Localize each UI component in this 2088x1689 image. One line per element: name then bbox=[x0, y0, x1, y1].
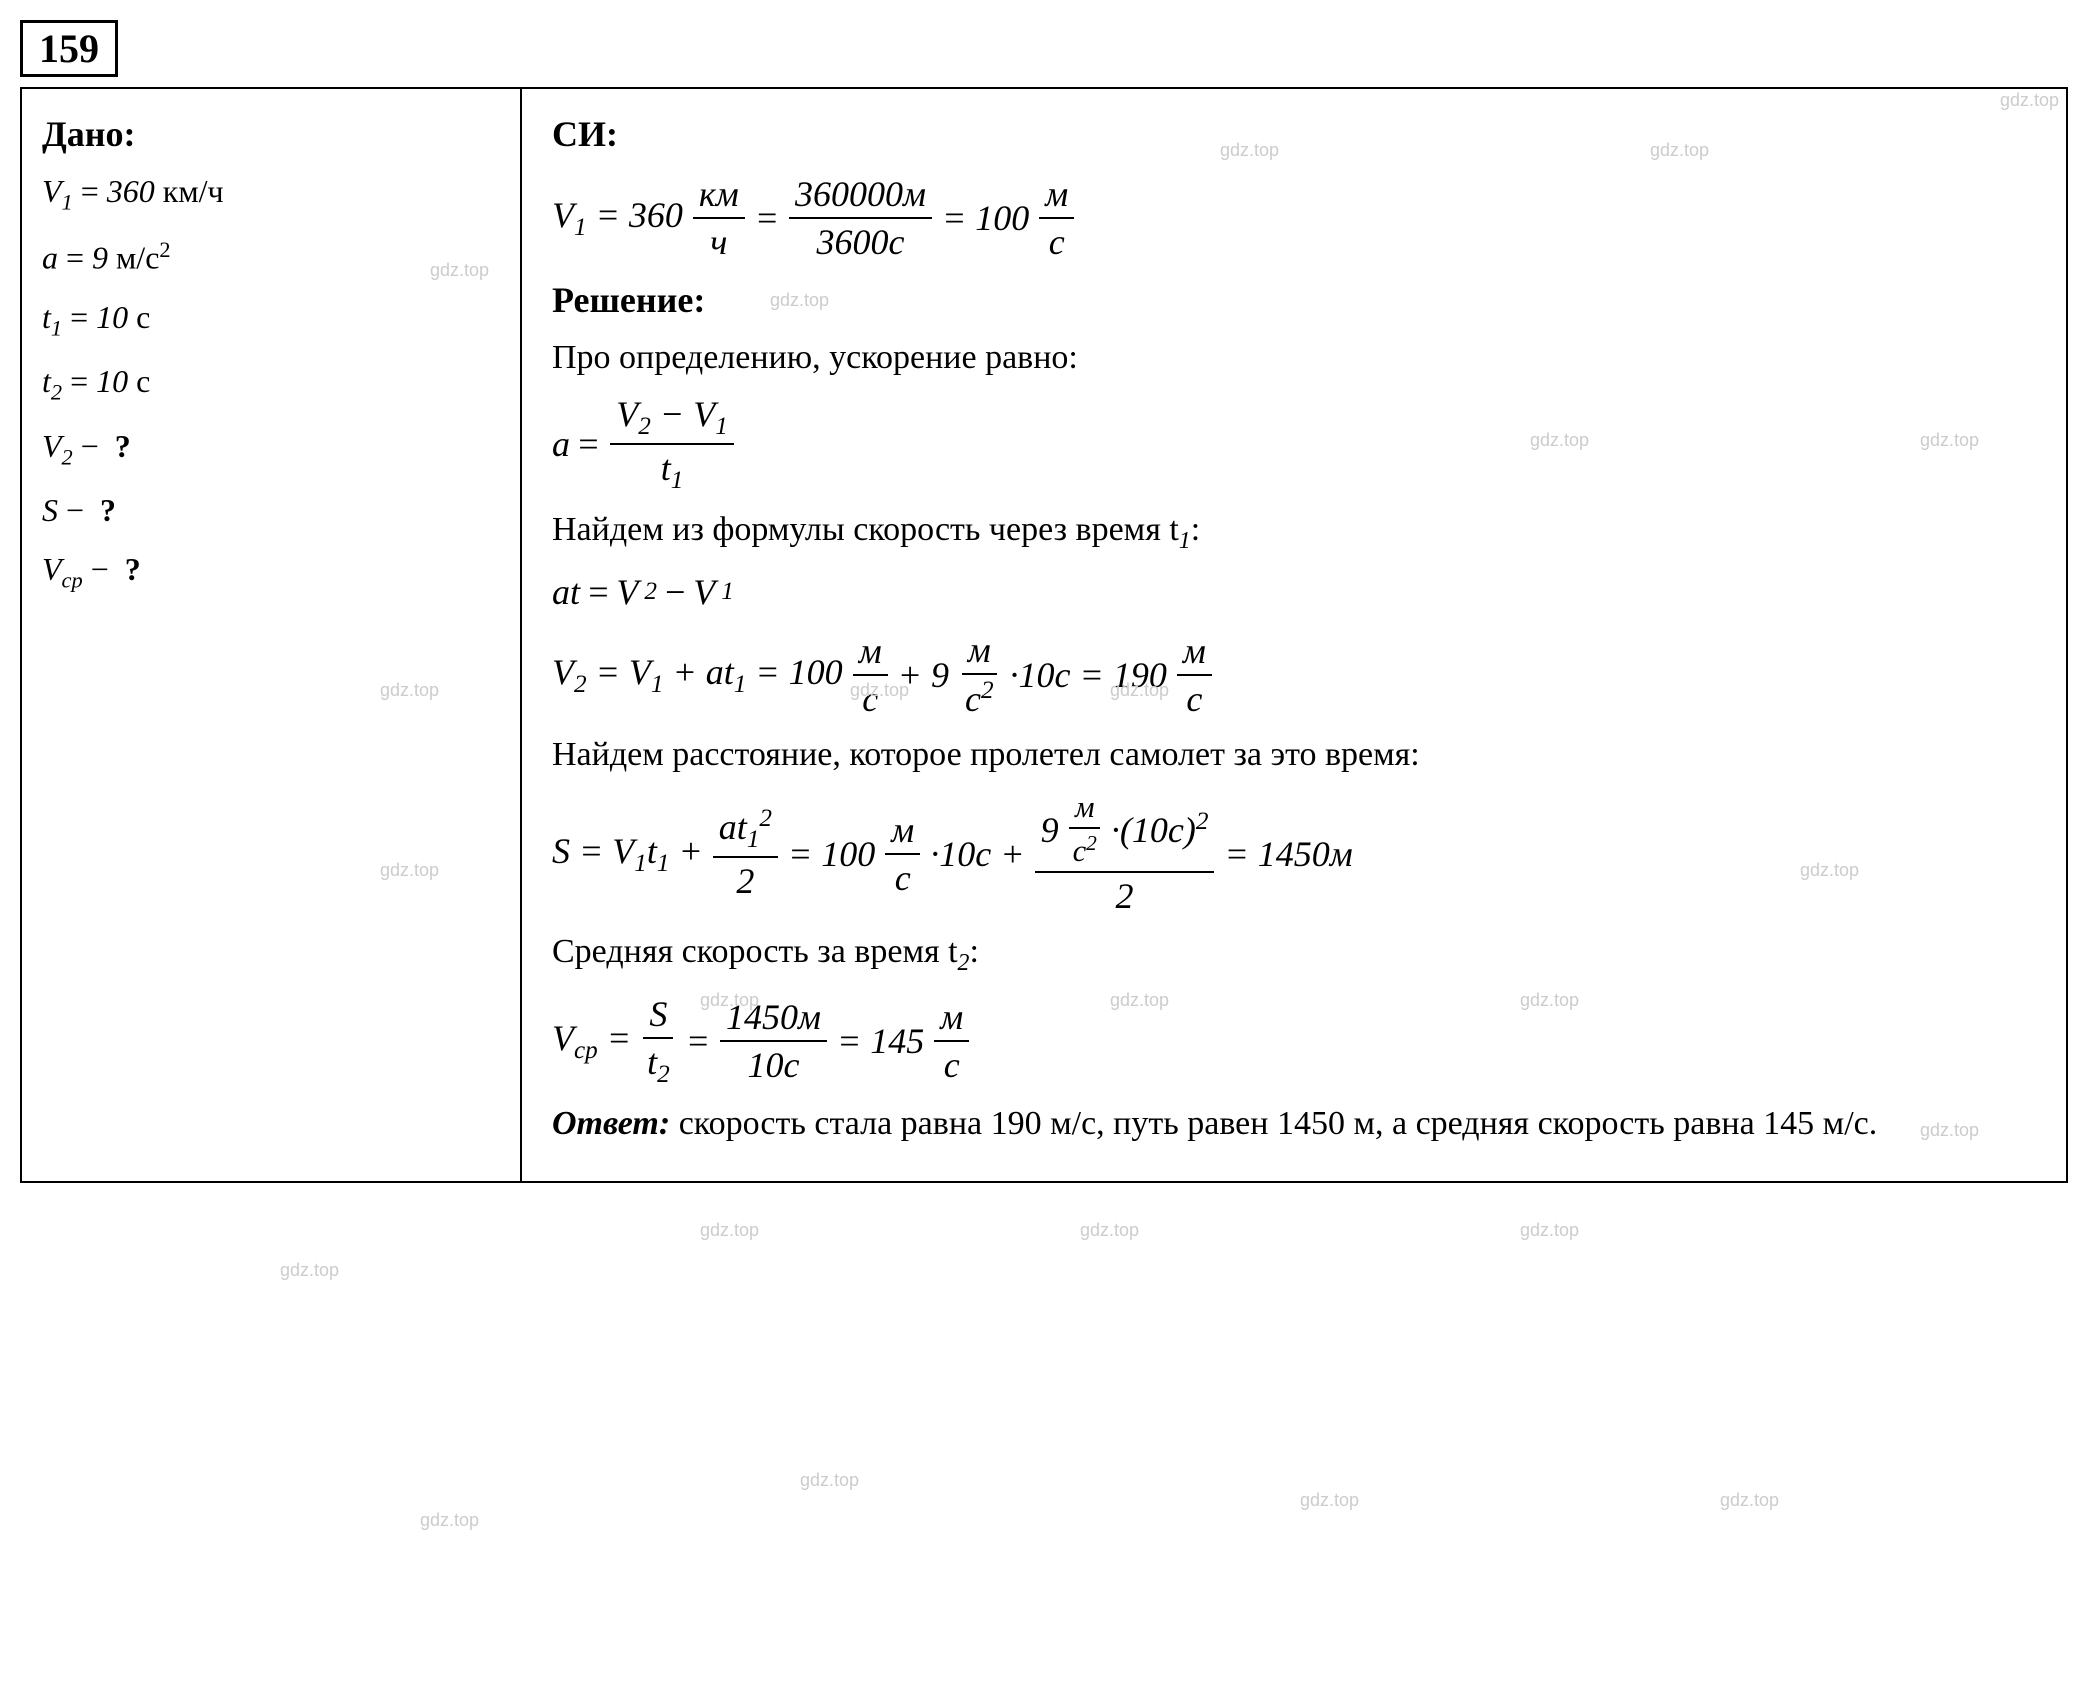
answer-line: Ответ: скорость стала равна 190 м/с, пут… bbox=[552, 1105, 2036, 1143]
s-unit1-bottom: с bbox=[889, 855, 917, 899]
si-result-unit-bottom: с bbox=[1043, 219, 1071, 263]
formula-vcp: Vср = S t2 = 1450м 10с = 145 м с bbox=[552, 993, 2036, 1089]
si-unit-bottom: ч bbox=[704, 219, 733, 263]
solution-heading: Решение: bbox=[552, 279, 2036, 321]
watermark-text: gdz.top bbox=[1300, 1490, 1359, 1511]
si-conv-bottom: 3600с bbox=[811, 219, 911, 263]
s-frac1-bottom: 2 bbox=[730, 858, 760, 902]
given-line-a: a = 9 м/с2 bbox=[42, 237, 500, 277]
watermark-text: gdz.top bbox=[700, 1220, 759, 1241]
vcp-frac2-top: 1450м bbox=[720, 996, 827, 1042]
watermark-text: gdz.top bbox=[1080, 1220, 1139, 1241]
given-line-vcp-unknown: Vср − ? bbox=[42, 551, 500, 593]
given-section: Дано: V1 = 360 км/ч a = 9 м/с2 t1 = 10 с… bbox=[22, 89, 522, 1181]
solution-section: СИ: V1 = 360 км ч = 360000м 3600с = 100 … bbox=[522, 89, 2066, 1181]
v2-unit1-top: м bbox=[853, 630, 888, 676]
answer-text: скорость стала равна 190 м/с, путь равен… bbox=[670, 1105, 1877, 1142]
formula-at: at = V2 − V1 bbox=[552, 571, 2036, 613]
given-heading: Дано: bbox=[42, 113, 500, 155]
answer-label: Ответ: bbox=[552, 1105, 670, 1142]
si-result-unit-top: м bbox=[1039, 173, 1074, 219]
si-conv-top: 360000м bbox=[789, 173, 932, 219]
watermark-text: gdz.top bbox=[800, 1470, 859, 1491]
solution-container: Дано: V1 = 360 км/ч a = 9 м/с2 t1 = 10 с… bbox=[20, 87, 2068, 1183]
v2-unit1-bottom: с bbox=[856, 676, 884, 720]
vcp-result-unit-bottom: с bbox=[938, 1042, 966, 1086]
v2-result-unit-bottom: с bbox=[1180, 676, 1208, 720]
s-unit1-top: м bbox=[885, 809, 920, 855]
si-unit-top: км bbox=[693, 173, 745, 219]
watermark-text: gdz.top bbox=[1720, 1490, 1779, 1511]
given-line-s-unknown: S − ? bbox=[42, 492, 500, 529]
vcp-frac2-bottom: 10с bbox=[741, 1042, 805, 1086]
vcp-result-unit-top: м bbox=[934, 996, 969, 1042]
v2-result-unit-top: м bbox=[1177, 630, 1212, 676]
watermark-text: gdz.top bbox=[280, 1260, 339, 1281]
watermark-text: gdz.top bbox=[420, 1510, 479, 1531]
vcp-frac1-top: S bbox=[643, 993, 673, 1039]
s-frac2-bottom: 2 bbox=[1110, 873, 1140, 917]
given-line-v1: V1 = 360 км/ч bbox=[42, 173, 500, 215]
given-line-t2: t2 = 10 с bbox=[42, 363, 500, 405]
formula-distance: S = V1t1 + at12 2 = 100 м с ·10с + 9 м с… bbox=[552, 790, 2036, 917]
formula-a-lhs: a bbox=[552, 423, 570, 465]
si-heading: СИ: bbox=[552, 113, 2036, 155]
given-line-v2-unknown: V2 − ? bbox=[42, 428, 500, 470]
formula-acceleration: a = V2 − V1 t1 bbox=[552, 393, 2036, 495]
problem-number: 159 bbox=[20, 20, 118, 77]
text-avg-velocity: Средняя скорость за время t2: bbox=[552, 933, 2036, 977]
si-conversion: V1 = 360 км ч = 360000м 3600с = 100 м с bbox=[552, 173, 2036, 263]
v2-unit2-top: м bbox=[962, 629, 997, 675]
watermark-text: gdz.top bbox=[1520, 1220, 1579, 1241]
text-find-velocity: Найдем из формулы скорость через время t… bbox=[552, 511, 2036, 555]
s-frac2-unit-top: м bbox=[1069, 790, 1101, 829]
given-line-t1: t1 = 10 с bbox=[42, 299, 500, 341]
formula-v2: V2 = V1 + at1 = 100 м с + 9 м с2 ·10с = … bbox=[552, 629, 2036, 720]
text-find-distance: Найдем расстояние, которое пролетел само… bbox=[552, 736, 2036, 774]
si-v1-value: 360 bbox=[629, 195, 683, 235]
text-acceleration-def: Про определению, ускорение равно: bbox=[552, 339, 2036, 377]
si-result: 100 bbox=[975, 198, 1029, 238]
